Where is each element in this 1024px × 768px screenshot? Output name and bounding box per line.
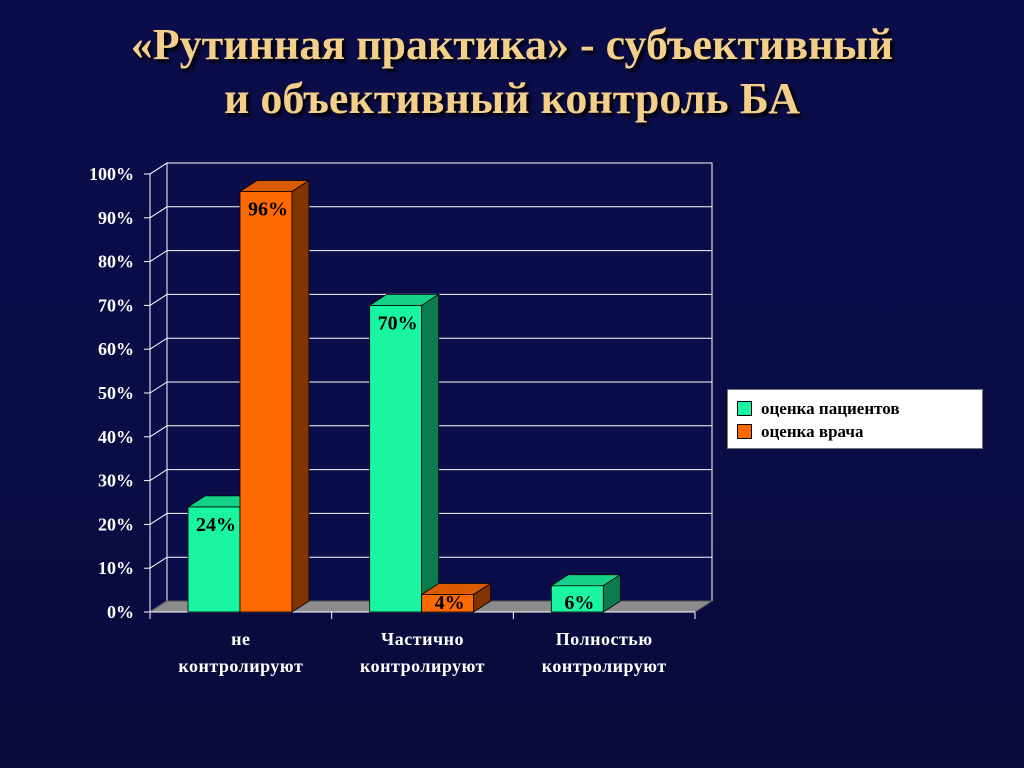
bar-doctor-side bbox=[473, 582, 492, 613]
x-tick-label: контролируют bbox=[178, 656, 303, 676]
y-tick-label: 50% bbox=[98, 383, 134, 403]
bar-patients-front bbox=[187, 506, 241, 613]
y-tick-label: 40% bbox=[98, 427, 134, 447]
y-tick-label: 80% bbox=[98, 252, 134, 272]
y-tick-label: 70% bbox=[98, 295, 134, 315]
data-label-patients: 70% bbox=[378, 312, 418, 334]
gridline bbox=[149, 469, 712, 482]
data-label-doctor: 4% bbox=[435, 592, 465, 614]
slide-title: «Рутинная практика» - субъективный и объ… bbox=[40, 18, 984, 126]
x-tick-label: не bbox=[231, 629, 250, 649]
gridline bbox=[149, 206, 712, 219]
x-tick-label: контролируют bbox=[542, 656, 667, 676]
y-tick-label: 30% bbox=[98, 471, 134, 491]
x-tick-label: Частично bbox=[381, 629, 464, 649]
legend-swatch-patients bbox=[737, 401, 752, 416]
data-label-doctor: 96% bbox=[248, 199, 288, 221]
legend-item-patients: оценка пациентов bbox=[737, 397, 982, 420]
title-line-1: «Рутинная практика» - субъективный bbox=[130, 20, 894, 69]
y-tick-label: 0% bbox=[107, 602, 134, 622]
title-line-2: и объективный контроль БА bbox=[224, 74, 800, 123]
gridline bbox=[149, 512, 712, 525]
y-tick-label: 100% bbox=[89, 164, 134, 184]
gridline bbox=[149, 556, 712, 569]
legend-swatch-doctor bbox=[737, 424, 752, 439]
y-tick-label: 20% bbox=[98, 514, 134, 534]
bar-patients-side bbox=[602, 573, 621, 613]
x-tick-label: контролируют bbox=[360, 656, 485, 676]
y-tick-label: 90% bbox=[98, 208, 134, 228]
data-label-patients: 6% bbox=[564, 592, 594, 614]
bar-patients-side bbox=[421, 293, 440, 613]
gridline bbox=[149, 337, 712, 350]
bar-doctor-front bbox=[239, 191, 293, 613]
gridline bbox=[149, 250, 712, 263]
x-tick-label: Полностью bbox=[556, 629, 653, 649]
chart-legend: оценка пациентов оценка врача bbox=[727, 389, 983, 449]
data-label-patients: 24% bbox=[196, 514, 236, 536]
gridline bbox=[149, 425, 712, 438]
y-tick-label: 60% bbox=[98, 339, 134, 359]
legend-label-patients: оценка пациентов bbox=[761, 398, 900, 418]
gridline bbox=[149, 293, 712, 306]
gridline bbox=[149, 381, 712, 394]
bar-doctor-side bbox=[291, 179, 310, 613]
bar-patients-front bbox=[369, 304, 423, 613]
gridline bbox=[149, 162, 712, 175]
y-tick-label: 10% bbox=[98, 558, 134, 578]
legend-item-doctor: оценка врача bbox=[737, 420, 982, 443]
legend-label-doctor: оценка врача bbox=[761, 421, 864, 441]
